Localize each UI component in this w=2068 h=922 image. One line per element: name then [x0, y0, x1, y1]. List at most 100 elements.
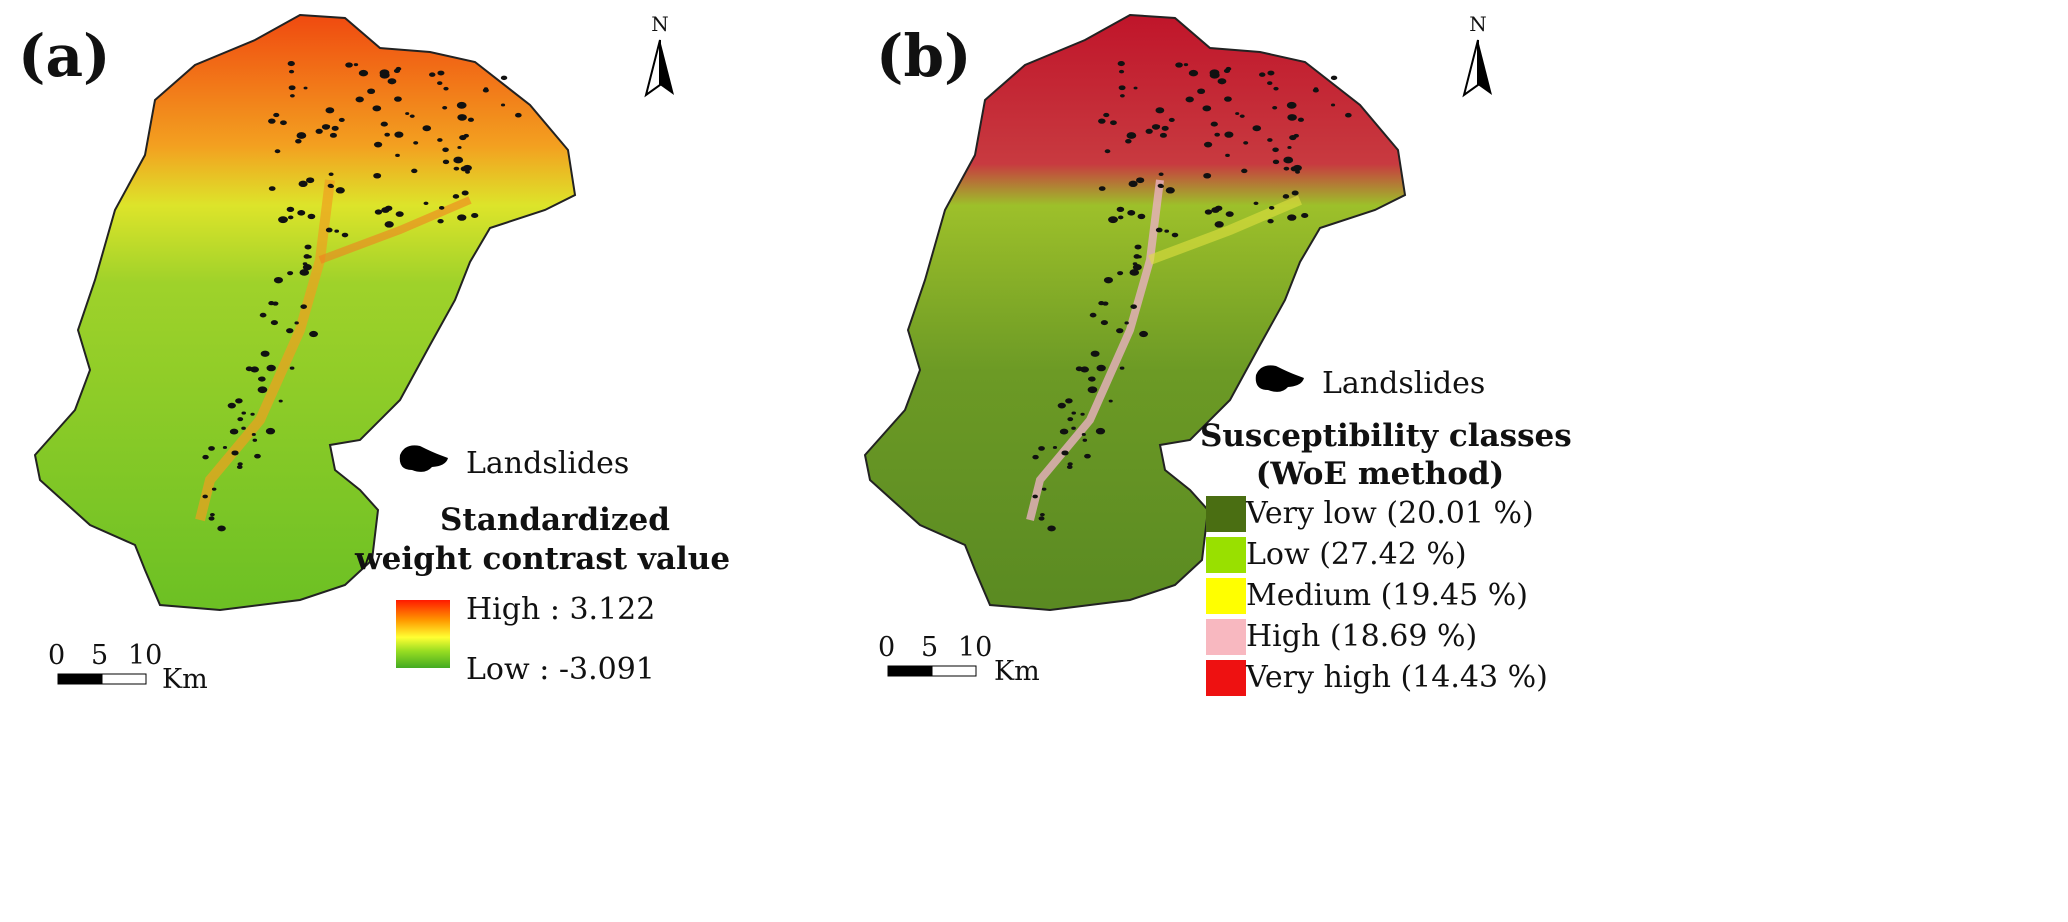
landslide-point — [453, 156, 464, 164]
landslide-point — [1137, 255, 1142, 259]
landslide-point — [250, 366, 259, 373]
landslide-point — [300, 304, 307, 309]
landslide-point — [288, 85, 296, 91]
landslide-point — [334, 229, 339, 233]
landslide-point — [309, 330, 318, 338]
landslide-point — [1161, 125, 1169, 131]
landslide-point — [1108, 216, 1118, 224]
landslide-point — [1297, 117, 1304, 122]
landslide-points-a — [202, 61, 522, 532]
landslide-point — [456, 101, 467, 109]
scale-tick-10-a: 10 — [128, 640, 163, 671]
scale-bar-b — [887, 665, 977, 677]
landslide-point — [1164, 229, 1169, 233]
landslide-point — [1096, 364, 1106, 372]
landslide-point — [1204, 209, 1213, 215]
landslide-point — [1132, 264, 1142, 271]
landslide-point — [254, 453, 261, 459]
landslide-point — [1272, 147, 1279, 153]
landslide-point — [437, 218, 444, 224]
landslide-point — [1071, 426, 1076, 430]
landslide-point — [307, 213, 316, 220]
landslide-point — [273, 112, 280, 118]
landslide-point — [1066, 465, 1073, 470]
landslide-point — [328, 172, 334, 176]
landslide-point — [1175, 62, 1183, 68]
landslide-point — [1159, 132, 1167, 138]
landslide-point — [217, 525, 226, 532]
landslide-point — [1188, 69, 1199, 77]
landslide-point — [1217, 78, 1227, 85]
scale-bar-a — [57, 673, 147, 685]
landslide-point — [482, 88, 489, 93]
landslide-point — [288, 69, 295, 74]
landslide-point — [373, 141, 383, 148]
landslide-point — [379, 69, 390, 77]
landslide-point — [1282, 194, 1290, 199]
landslide-point — [294, 321, 299, 325]
landslide-point — [1158, 172, 1164, 176]
landslide-point — [208, 516, 215, 521]
landslide-point — [1038, 516, 1045, 521]
landslide-point — [1243, 141, 1249, 145]
landslide-point — [438, 205, 445, 210]
landslide-point — [394, 96, 402, 102]
scale-tick-0-a: 0 — [48, 640, 66, 671]
landslide-point — [1185, 96, 1194, 103]
landslide-point — [327, 183, 334, 188]
landslide-point — [1137, 213, 1146, 220]
landslide-point — [1039, 512, 1045, 517]
landslides-label-a: Landslides — [466, 446, 630, 481]
landslide-point — [1129, 269, 1140, 276]
landslide-point — [1241, 168, 1248, 174]
landslide-point — [374, 209, 383, 215]
landslide-point — [1047, 525, 1056, 532]
landslide-point — [329, 132, 337, 138]
landslide-point — [273, 276, 283, 284]
landslide-point — [461, 190, 469, 196]
landslide-point — [1080, 412, 1085, 416]
legend-class-label: Very low (20.01 %) — [1246, 496, 1534, 531]
scale-tick-5-b: 5 — [921, 632, 939, 663]
landslide-point — [1286, 101, 1297, 109]
landslide-point — [442, 105, 448, 110]
landslide-point — [1128, 180, 1138, 188]
landslide-point — [1268, 205, 1275, 210]
high-value-label: High : 3.122 — [466, 592, 656, 627]
landslide-point — [1225, 153, 1230, 157]
landslide-point — [500, 75, 508, 81]
landslide-point — [1211, 207, 1220, 213]
landslide-point — [289, 94, 295, 98]
landslide-point — [211, 487, 217, 491]
landslide-point — [287, 215, 294, 220]
landslide-point — [1127, 210, 1136, 216]
landslide-point — [1287, 145, 1292, 149]
landslide-point — [270, 320, 278, 326]
low-value-label: Low : -3.091 — [466, 652, 655, 687]
landslide-point — [1197, 88, 1206, 95]
landslide-point — [231, 450, 239, 456]
scale-unit-a: Km — [162, 664, 208, 695]
landslide-point — [303, 86, 308, 90]
landslide-point — [286, 206, 295, 213]
landslide-point — [353, 63, 359, 67]
landslide-point — [268, 118, 276, 124]
landslide-point — [1102, 301, 1109, 306]
landslide-point — [1089, 312, 1097, 318]
landslide-point — [437, 70, 445, 76]
landslide-point — [274, 149, 281, 154]
landslide-point — [1330, 103, 1336, 107]
landslide-point — [1283, 156, 1294, 164]
landslide-point — [1098, 186, 1106, 191]
landslide-point — [272, 301, 279, 306]
landslide-point — [429, 72, 436, 77]
landslide-point — [289, 366, 295, 370]
landslide-point — [467, 117, 474, 122]
landslide-point — [1082, 438, 1088, 442]
landslide-point — [437, 81, 443, 85]
landslide-point — [241, 411, 246, 415]
landslide-point — [1210, 121, 1218, 127]
landslide-point — [1224, 131, 1234, 138]
landslide-point — [442, 147, 449, 153]
landslide-point — [1239, 114, 1245, 118]
